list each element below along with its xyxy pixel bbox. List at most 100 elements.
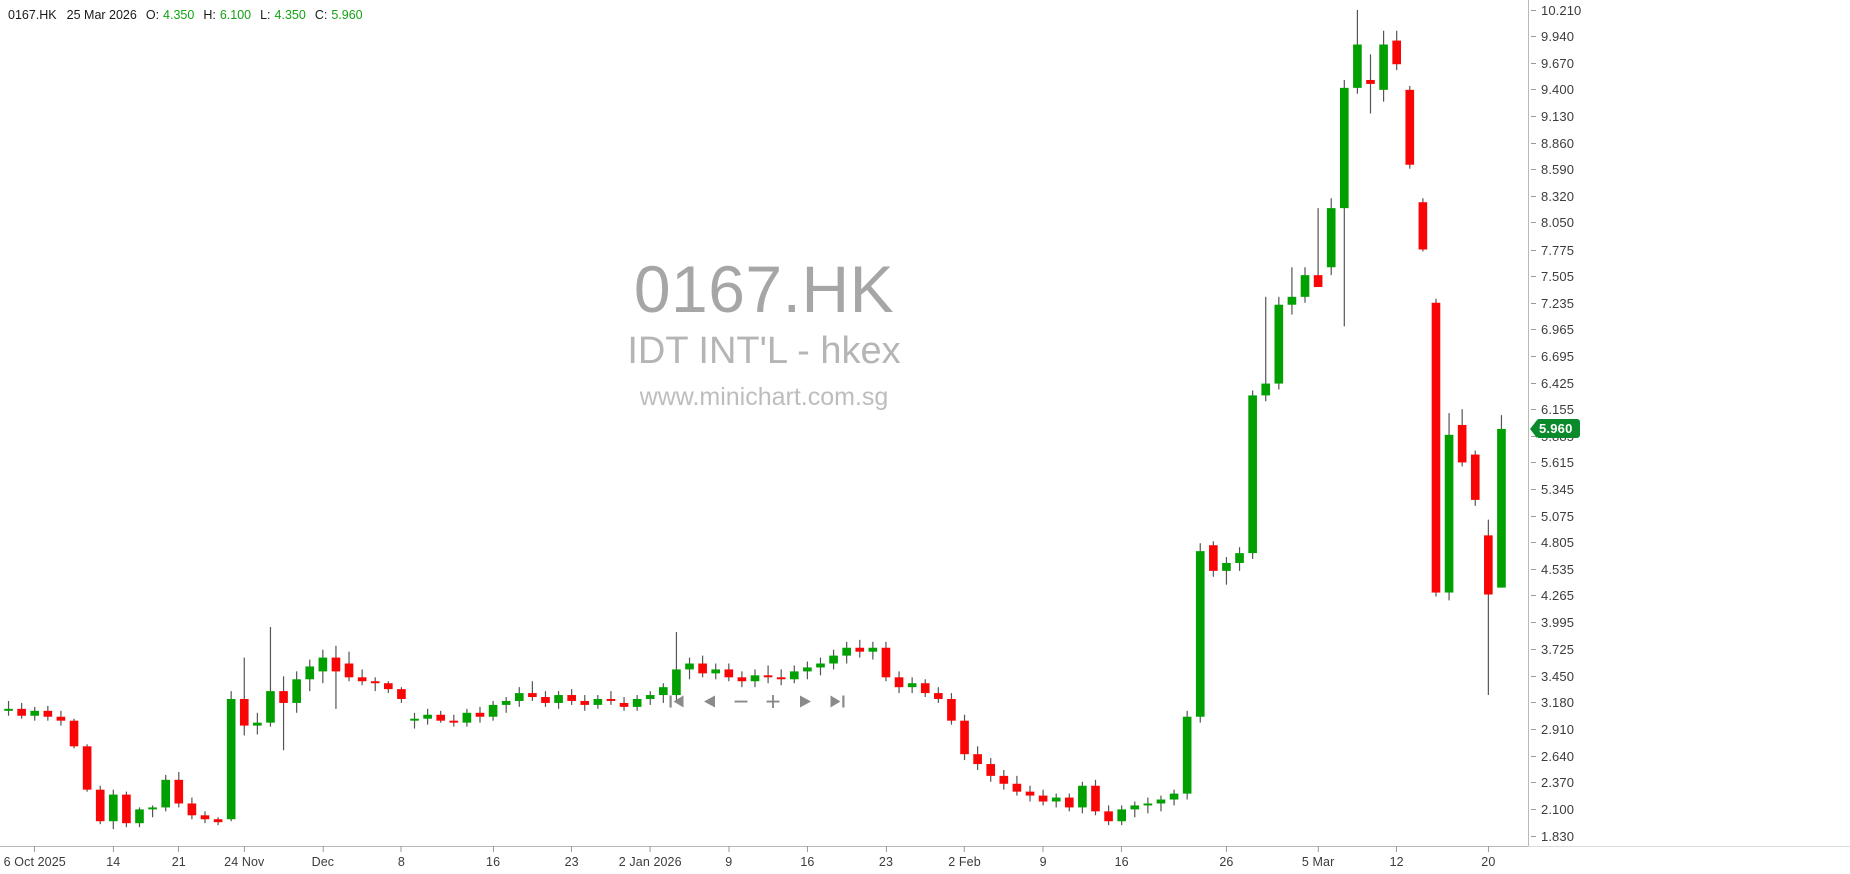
- candlestick-bar: [1169, 789, 1179, 806]
- price-tick-mark: [1531, 222, 1536, 224]
- candlestick-bar: [1326, 198, 1336, 276]
- candlestick-bar: [462, 708, 472, 727]
- candlestick-bar: [305, 659, 315, 692]
- candle-body: [82, 746, 92, 790]
- candle-body: [370, 681, 380, 684]
- price-axis[interactable]: 5.960 10.210 9.940 9.670 9.400 9.130 8.860 8.5…: [1528, 0, 1850, 846]
- candlestick-bar: [1222, 557, 1231, 585]
- candle-body: [1366, 79, 1375, 84]
- candlestick-bar: [1025, 785, 1035, 802]
- candlestick-bar: [1418, 198, 1428, 252]
- chart-plot-area[interactable]: [0, 0, 1528, 846]
- price-tick-label: 5.075: [1541, 508, 1575, 524]
- candlestick-bar: [30, 706, 40, 721]
- candlestick-bar: [868, 641, 878, 660]
- candle-body: [593, 698, 603, 705]
- price-tick-label: 9.130: [1541, 108, 1575, 124]
- date-axis-tick: 23: [565, 846, 579, 869]
- candlestick-bar: [1444, 413, 1454, 601]
- candlestick-bar: [672, 631, 681, 703]
- close-value-label: 5.960: [331, 8, 363, 22]
- candle-body: [253, 722, 262, 726]
- date-tick-mark: [34, 846, 36, 852]
- low-value-label: 4.350: [274, 8, 306, 22]
- price-tick-mark: [1531, 808, 1536, 810]
- candlestick-bar: [397, 687, 406, 703]
- price-tick-mark: [1531, 302, 1536, 304]
- zoom-out-button[interactable]: [732, 692, 751, 711]
- candle-body: [239, 698, 249, 726]
- candlestick-bar: [737, 671, 747, 688]
- price-axis-tick: 2.370: [1528, 775, 1574, 791]
- price-axis-tick: 6.155: [1528, 402, 1574, 418]
- candle-body: [357, 677, 367, 682]
- candle-body: [580, 700, 590, 705]
- candlestick-bar: [69, 718, 79, 749]
- price-tick-mark: [1531, 195, 1536, 197]
- candle-body: [1287, 296, 1297, 305]
- price-tick-mark: [1531, 515, 1536, 517]
- date-axis-tick: 20: [1481, 846, 1495, 869]
- date-tick-mark: [806, 846, 808, 852]
- zoom-in-button[interactable]: [764, 692, 783, 711]
- price-axis-tick: 3.450: [1528, 668, 1574, 684]
- date-axis[interactable]: 6 Oct 2025 14 21 24 Nov Dec 8 16 23 2 Jan 2026 9 1…: [0, 846, 1850, 874]
- skip-to-start-button[interactable]: [668, 692, 687, 711]
- date-tick-label: 21: [171, 855, 186, 869]
- candle-body: [501, 700, 511, 705]
- price-tick-label: 4.535: [1541, 561, 1575, 577]
- candle-body: [816, 663, 825, 668]
- candlestick-bar: [1012, 775, 1022, 796]
- candle-body: [279, 691, 288, 703]
- price-axis-tick: 4.535: [1528, 561, 1574, 577]
- candlestick-bar: [56, 710, 66, 726]
- candle-body: [960, 720, 969, 755]
- date-tick-label: 26: [1219, 855, 1234, 869]
- price-tick-label: 8.050: [1541, 215, 1575, 231]
- open-key-label: O:: [145, 8, 160, 22]
- price-axis-tick: 5.615: [1528, 455, 1574, 471]
- candle-body: [737, 677, 747, 682]
- candlestick-bar: [1274, 296, 1284, 390]
- candle-body: [1300, 275, 1310, 297]
- candlestick-bar: [226, 691, 236, 822]
- candle-body: [842, 647, 851, 656]
- candle-body: [999, 775, 1009, 784]
- date-axis-tick: 14: [106, 846, 120, 869]
- candle-body: [1326, 208, 1336, 268]
- skip-to-end-button[interactable]: [828, 692, 847, 711]
- date-tick-label: 16: [1114, 855, 1129, 869]
- candle-body: [920, 683, 930, 694]
- candlestick-bar: [907, 677, 917, 694]
- candle-body: [1078, 785, 1087, 808]
- play-left-icon: [703, 695, 715, 708]
- price-axis-tick: 6.425: [1528, 375, 1574, 391]
- candle-body: [266, 691, 275, 723]
- play-right-icon: [799, 695, 811, 708]
- price-axis-tick: 2.640: [1528, 748, 1574, 764]
- date-axis-line-right: [1528, 846, 1850, 847]
- price-tick-mark: [1531, 675, 1536, 677]
- candlestick-bar: [292, 671, 301, 713]
- candlestick-bar: [645, 691, 655, 705]
- navigation-toolbar[interactable]: [668, 692, 847, 711]
- step-forward-button[interactable]: [796, 692, 815, 711]
- price-axis-tick: 7.775: [1528, 242, 1574, 258]
- step-back-button[interactable]: [700, 692, 719, 711]
- candle-body: [685, 663, 694, 670]
- candle-body: [305, 666, 315, 680]
- candle-body: [213, 819, 223, 823]
- date-axis-tick: 2 Jan 2026: [619, 846, 682, 869]
- candle-body: [108, 794, 118, 822]
- price-tick-mark: [1531, 115, 1536, 117]
- candlestick-bar: [1457, 409, 1467, 467]
- candle-body: [331, 657, 341, 672]
- date-tick-label: 8: [397, 855, 405, 869]
- price-axis-tick: 8.050: [1528, 215, 1574, 231]
- candle-body: [488, 704, 498, 717]
- date-tick-label: 12: [1389, 855, 1404, 869]
- high-value-label: 6.100: [219, 8, 252, 22]
- candlestick-bar: [881, 641, 891, 682]
- candle-body: [1104, 811, 1113, 822]
- candlestick-bar: [1182, 710, 1192, 800]
